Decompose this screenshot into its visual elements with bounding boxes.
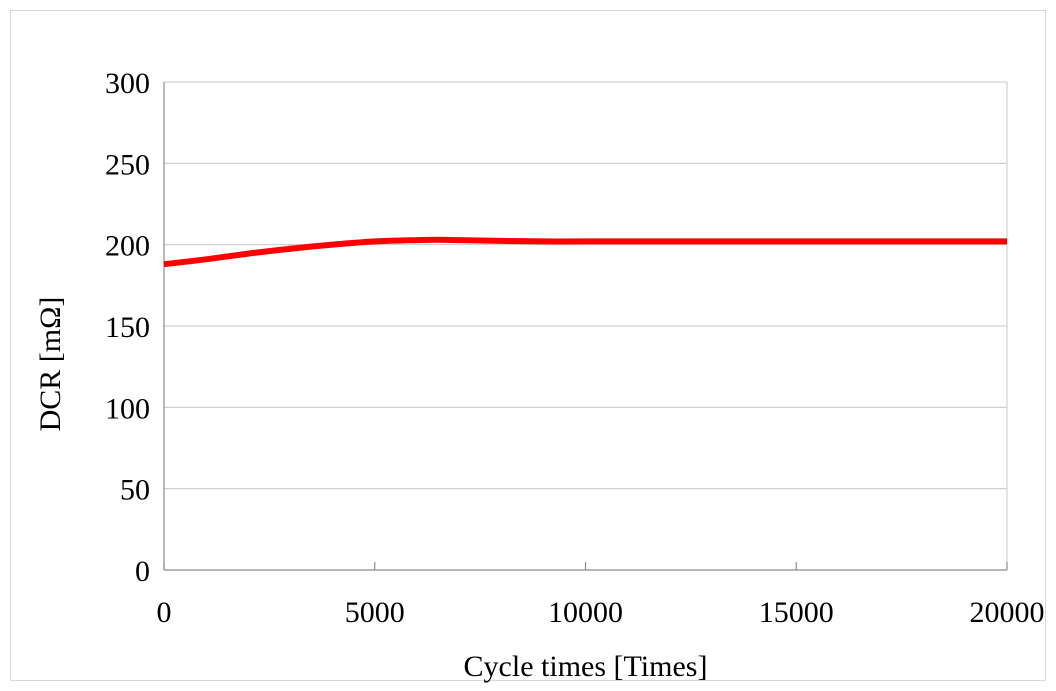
x-tick-label-0: 0: [157, 596, 172, 629]
x-axis-ticks: 0 5000 10000 15000 20000: [157, 562, 1045, 629]
y-tick-label-300: 300: [105, 67, 150, 100]
chart-area: [10, 10, 1046, 681]
x-tick-label-15000: 15000: [759, 596, 834, 629]
x-tick-label-5000: 5000: [345, 596, 405, 629]
gridlines: [164, 81, 1007, 490]
y-tick-label-100: 100: [105, 392, 150, 425]
series-line-0: [163, 236, 1007, 268]
x-tick-label-20000: 20000: [970, 596, 1045, 629]
x-axis-title: Cycle times [Times]: [464, 650, 708, 683]
y-tick-label-150: 150: [105, 311, 150, 344]
y-tick-label-200: 200: [105, 230, 150, 263]
y-axis-title: DCR [mΩ]: [34, 297, 67, 432]
y-tick-label-250: 250: [105, 148, 150, 181]
y-axis-ticks: 0 50 100 150 200 250 300: [105, 67, 150, 588]
series-layer: [163, 236, 1007, 268]
y-tick-label-50: 50: [120, 474, 150, 507]
y-tick-label-0: 0: [135, 555, 150, 588]
x-tick-label-10000: 10000: [548, 596, 623, 629]
